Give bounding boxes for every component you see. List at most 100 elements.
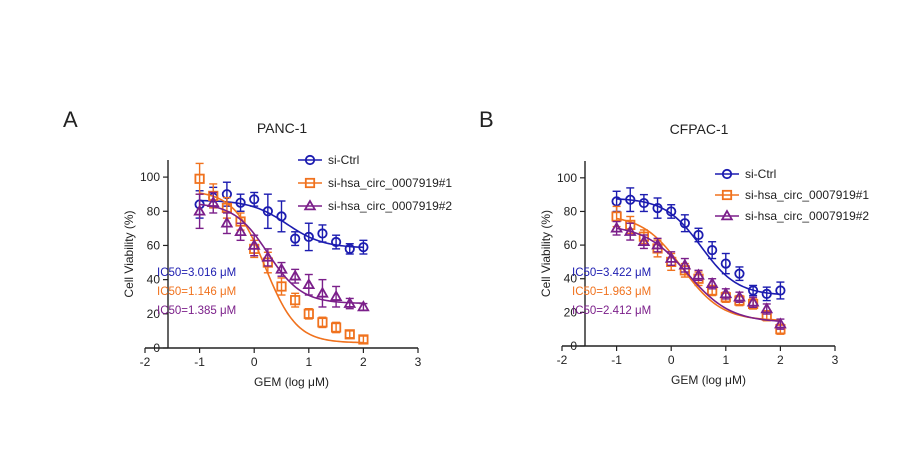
y-tick-label: 80 [564,204,578,218]
data-point [302,277,316,290]
data-point [733,290,746,302]
series-3 [610,220,787,330]
data-point [637,234,651,246]
data-point [625,194,636,205]
y-tick-label: 40 [564,272,578,286]
data-point [288,269,302,281]
legend-marker [304,154,316,166]
chart-title: CFPAC-1 [670,121,729,137]
data-point [275,262,288,274]
legend-label: si-hsa_circ_0007919#2 [328,199,452,213]
y-axis-label: Cell Viability (%) [122,210,136,297]
data-point [774,317,787,329]
x-tick-label: 1 [722,353,729,367]
legend-marker [304,177,316,189]
data-point [734,268,745,279]
x-tick-label: 3 [832,353,839,367]
ic50-annotation: IC50=1.385 μM [157,305,236,317]
ic50-annotation: IC50=3.016 μM [157,267,236,279]
data-point [290,233,301,244]
data-point [775,285,786,296]
data-point [746,295,760,307]
legend-label: si-Ctrl [328,153,359,167]
data-point [194,173,205,184]
data-point [664,251,678,263]
y-axis-label: Cell Viability (%) [539,210,553,297]
data-point [206,195,220,207]
x-tick-label: -2 [140,355,151,369]
data-point [221,202,232,213]
data-point [344,329,355,340]
data-point [651,238,664,250]
data-point [303,308,314,319]
data-point [720,258,731,269]
data-point [344,243,355,254]
data-point [719,287,733,299]
data-point [623,224,637,236]
data-point [276,281,287,292]
data-point [611,211,622,222]
x-tick-label: 1 [305,355,312,369]
y-tick-label: 0 [570,339,577,353]
data-point [611,196,622,207]
data-point [747,285,759,296]
chart-panel-b: B CFPAC-1 -2 -1 0 1 2 3 0 20 40 60 80 100 GEM (log μM)… [479,107,869,387]
legend-label: si-hsa_circ_0007919#2 [745,209,869,223]
series-3 [193,191,370,312]
x-tick-label: -1 [611,353,622,367]
y-tick-label: 100 [140,170,160,184]
y-tick-label: 0 [153,341,160,355]
legend-marker [720,209,734,221]
x-axis-label: GEM (log μM) [254,375,329,389]
y-tick-label: 40 [147,273,161,287]
x-axis-label: GEM (log μM) [671,373,746,387]
ic50-annotation: IC50=1.146 μM [157,286,236,298]
legend-marker [721,168,733,180]
legend-label: si-hsa_circ_0007919#1 [745,188,869,202]
data-point [357,300,370,312]
y-tick-label: 60 [147,238,161,252]
ic50-annotation: IC50=2.412 μM [572,305,651,317]
legend-label: si-Ctrl [745,167,776,181]
chart-panel-a: A PANC-1 -2 -1 0 1 2 3 0 20 40 60 80 100 GEM (log μM) C… [63,107,452,389]
panel-label: A [63,107,78,132]
data-point [220,216,234,228]
data-point [358,334,369,345]
data-point [760,302,774,314]
data-point [316,286,329,298]
x-tick-label: -1 [194,355,205,369]
data-point [693,229,704,241]
legend-label: si-hsa_circ_0007919#1 [328,176,452,190]
data-point [705,276,719,289]
data-point [761,288,772,299]
data-point [692,268,705,280]
series-1 [194,181,369,255]
data-point [329,289,343,301]
data-point [638,197,650,209]
x-tick-label: 0 [668,353,675,367]
data-point [193,204,206,216]
y-tick-label: 20 [564,305,578,319]
x-tick-label: 3 [415,355,422,369]
data-point [666,206,677,217]
data-point [247,238,261,250]
y-tick-label: 100 [557,171,577,185]
y-tick-label: 60 [564,238,578,252]
data-point [652,202,663,214]
data-point [679,218,690,229]
ic50-annotation: IC50=3.422 μM [572,267,651,279]
data-point [249,194,260,205]
data-point [330,322,342,333]
ic50-annotation: IC50=1.963 μM [572,286,651,298]
data-point [707,245,718,256]
legend-marker [721,189,733,201]
data-point [261,250,275,262]
data-point [678,258,692,270]
data-point [343,296,357,308]
x-tick-label: 2 [777,353,784,367]
legend-marker [303,199,317,211]
data-point [317,228,328,239]
x-tick-label: 0 [251,355,258,369]
data-point [290,295,301,306]
